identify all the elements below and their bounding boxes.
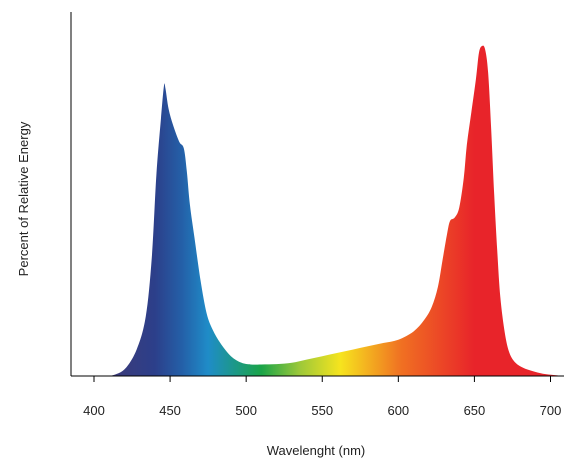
y-axis-title: Percent of Relative Energy [16,121,31,276]
x-tick-label: 450 [159,403,181,418]
x-tick-label: 600 [387,403,409,418]
x-tick-label: 550 [311,403,333,418]
spectrum-area [110,45,563,377]
x-axis-title: Wavelenght (nm) [267,443,366,458]
x-tick-label: 650 [464,403,486,418]
x-tick-label: 400 [83,403,105,418]
x-tick-label: 500 [235,403,257,418]
x-tick-label: 700 [540,403,562,418]
x-ticks: 400 450 500 550 600 650 700 [83,376,561,418]
plot-area [110,45,563,377]
